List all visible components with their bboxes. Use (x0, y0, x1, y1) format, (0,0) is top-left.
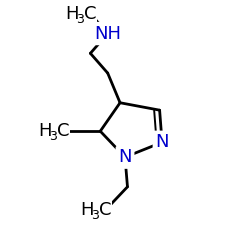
Text: 3: 3 (49, 130, 56, 143)
Text: C: C (84, 5, 97, 23)
Text: 3: 3 (91, 209, 98, 222)
Text: H: H (38, 122, 52, 140)
Text: C: C (99, 201, 112, 219)
Text: N: N (118, 148, 132, 166)
Text: C: C (57, 122, 70, 140)
Text: H: H (65, 5, 78, 23)
Text: NH: NH (94, 24, 121, 42)
Text: N: N (155, 133, 169, 151)
Text: 3: 3 (76, 13, 84, 26)
Text: H: H (80, 201, 94, 219)
